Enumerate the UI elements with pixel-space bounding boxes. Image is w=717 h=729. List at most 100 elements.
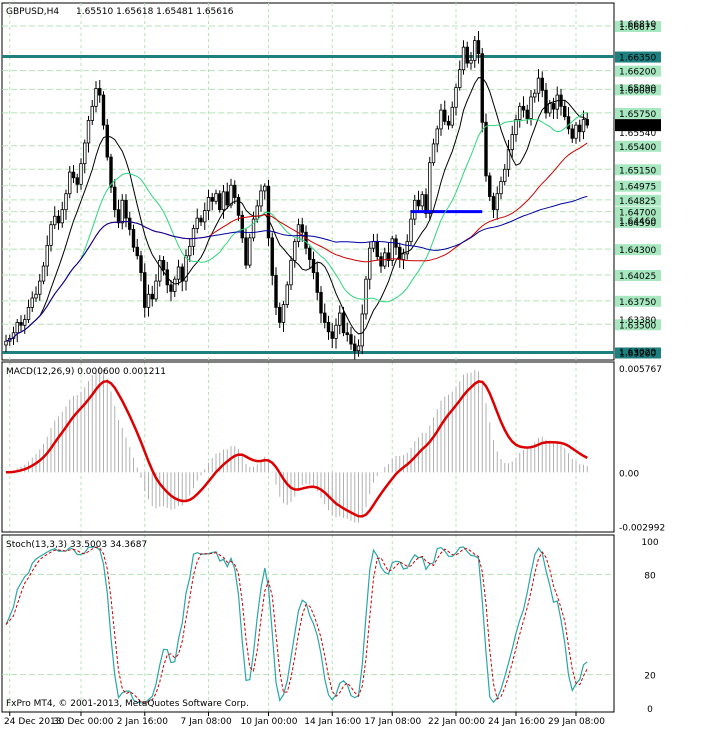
candle-body <box>221 191 226 211</box>
candle-body <box>491 196 496 211</box>
level-label-bg <box>615 295 661 307</box>
candle-body <box>461 46 466 71</box>
candle-body <box>398 246 402 260</box>
time-tick-label: 24 Dec 2013 <box>4 717 62 727</box>
level-label: 1.63750 <box>619 298 656 308</box>
candle-body <box>225 191 229 206</box>
macd-panel[interactable]: 0.005767 0.00 -0.002992 MACD(12,26,9) 0.00… <box>1 361 665 533</box>
level-label-bg <box>615 269 661 281</box>
candle-body <box>26 306 31 321</box>
candle-body <box>251 218 256 239</box>
candle-body <box>176 266 181 280</box>
time-tick-label: 30 Dec 00:00 <box>53 717 114 727</box>
candle-body <box>585 119 589 126</box>
candle-body <box>450 106 454 126</box>
candle-body <box>71 171 76 179</box>
candle-body <box>439 109 443 130</box>
candle-body <box>341 312 346 334</box>
candle-body <box>540 77 544 91</box>
candle-body <box>79 163 83 185</box>
time-tick-label: 22 Jan 00:00 <box>428 717 485 727</box>
candle-body <box>308 247 312 260</box>
symbol-title: GBPUSD,H4 <box>6 7 59 17</box>
candle-body <box>353 343 357 352</box>
candle-body <box>116 209 121 224</box>
level-label: 1.66675 <box>619 23 656 33</box>
candle-body <box>488 175 492 197</box>
candle-body <box>469 59 473 64</box>
candle-body <box>566 116 571 130</box>
candle-body <box>68 171 72 195</box>
candle-body <box>304 231 308 249</box>
candle-body <box>199 217 203 223</box>
candle-body <box>431 143 436 164</box>
candle-body <box>64 193 68 211</box>
candle-body <box>56 215 61 224</box>
moving-average-line <box>5 142 588 342</box>
candle-body <box>345 332 349 336</box>
candle-body <box>533 92 537 98</box>
candle-body <box>465 46 469 64</box>
candle-body <box>480 53 484 123</box>
candle-body <box>255 205 259 220</box>
candle-body <box>263 185 267 192</box>
price-moving-averages <box>5 77 588 342</box>
time-tick-label: 10 Jan 00:00 <box>241 717 298 727</box>
candle-body <box>173 278 177 292</box>
level-label: 1.63200 <box>619 349 656 359</box>
candle-body <box>405 241 409 255</box>
candle-body <box>53 215 57 226</box>
candle-body <box>41 265 46 282</box>
level-label-bg <box>615 194 661 206</box>
level-label: 1.66200 <box>619 68 656 78</box>
candle-body <box>476 40 481 55</box>
candle-body <box>510 134 514 150</box>
stoch-panel[interactable]: 100 80 20 0 Stoch(13,3,3) 33.5003 34.3687 F… <box>1 534 659 715</box>
price-panel[interactable]: 1.66675 1.66350 1.66200 1.66000 1.65750 1.654… <box>1 2 661 712</box>
candle-body <box>169 284 173 292</box>
candle-body <box>581 119 586 133</box>
candle-body <box>330 331 334 339</box>
macd-axis-labels: 0.005767 0.00 -0.002992 <box>619 365 665 533</box>
price-level-lines <box>2 55 614 354</box>
price-axis-labels: 1.66675 1.66350 1.66200 1.66000 1.65750 1.654… <box>615 20 661 359</box>
candle-body <box>371 241 376 249</box>
candle-body <box>45 244 49 267</box>
level-label-bg <box>615 107 661 119</box>
candle-body <box>503 168 507 182</box>
level-label-bg <box>615 140 661 152</box>
candle-body <box>548 103 552 114</box>
candle-body <box>544 89 548 114</box>
current-price-bg <box>615 119 661 132</box>
candle-body <box>4 340 8 346</box>
candle-body <box>521 105 526 111</box>
candle-body <box>19 322 23 326</box>
time-tick-label: 7 Jan 08:00 <box>181 717 233 727</box>
candle-body <box>214 193 218 202</box>
candle-body <box>518 105 522 120</box>
candle-body <box>424 194 428 214</box>
time-tick-label: 2 Jan 16:00 <box>117 717 169 727</box>
level-label: 1.64025 <box>619 272 656 282</box>
time-tick-label: 29 Jan 08:00 <box>548 717 605 727</box>
candle-body <box>101 94 106 126</box>
candle-body <box>413 199 417 220</box>
price-grid <box>2 3 614 712</box>
candle-body <box>15 322 19 334</box>
candle-body <box>113 186 117 211</box>
candle-body <box>315 272 319 293</box>
level-label-bg <box>615 51 661 63</box>
level-label-bg <box>615 216 661 228</box>
macd-tick-label: -0.002992 <box>619 523 665 533</box>
candle-body <box>94 88 98 107</box>
candle-body <box>368 247 372 280</box>
stoch-tick-label: 20 <box>644 672 656 682</box>
level-label: 1.64700 <box>619 209 656 219</box>
time-tick-label: 24 Jan 16:00 <box>488 717 545 727</box>
candle-body <box>323 312 327 323</box>
candle-body <box>338 312 342 326</box>
level-label: 1.66000 <box>619 86 656 96</box>
macd-signal-line <box>5 379 588 518</box>
